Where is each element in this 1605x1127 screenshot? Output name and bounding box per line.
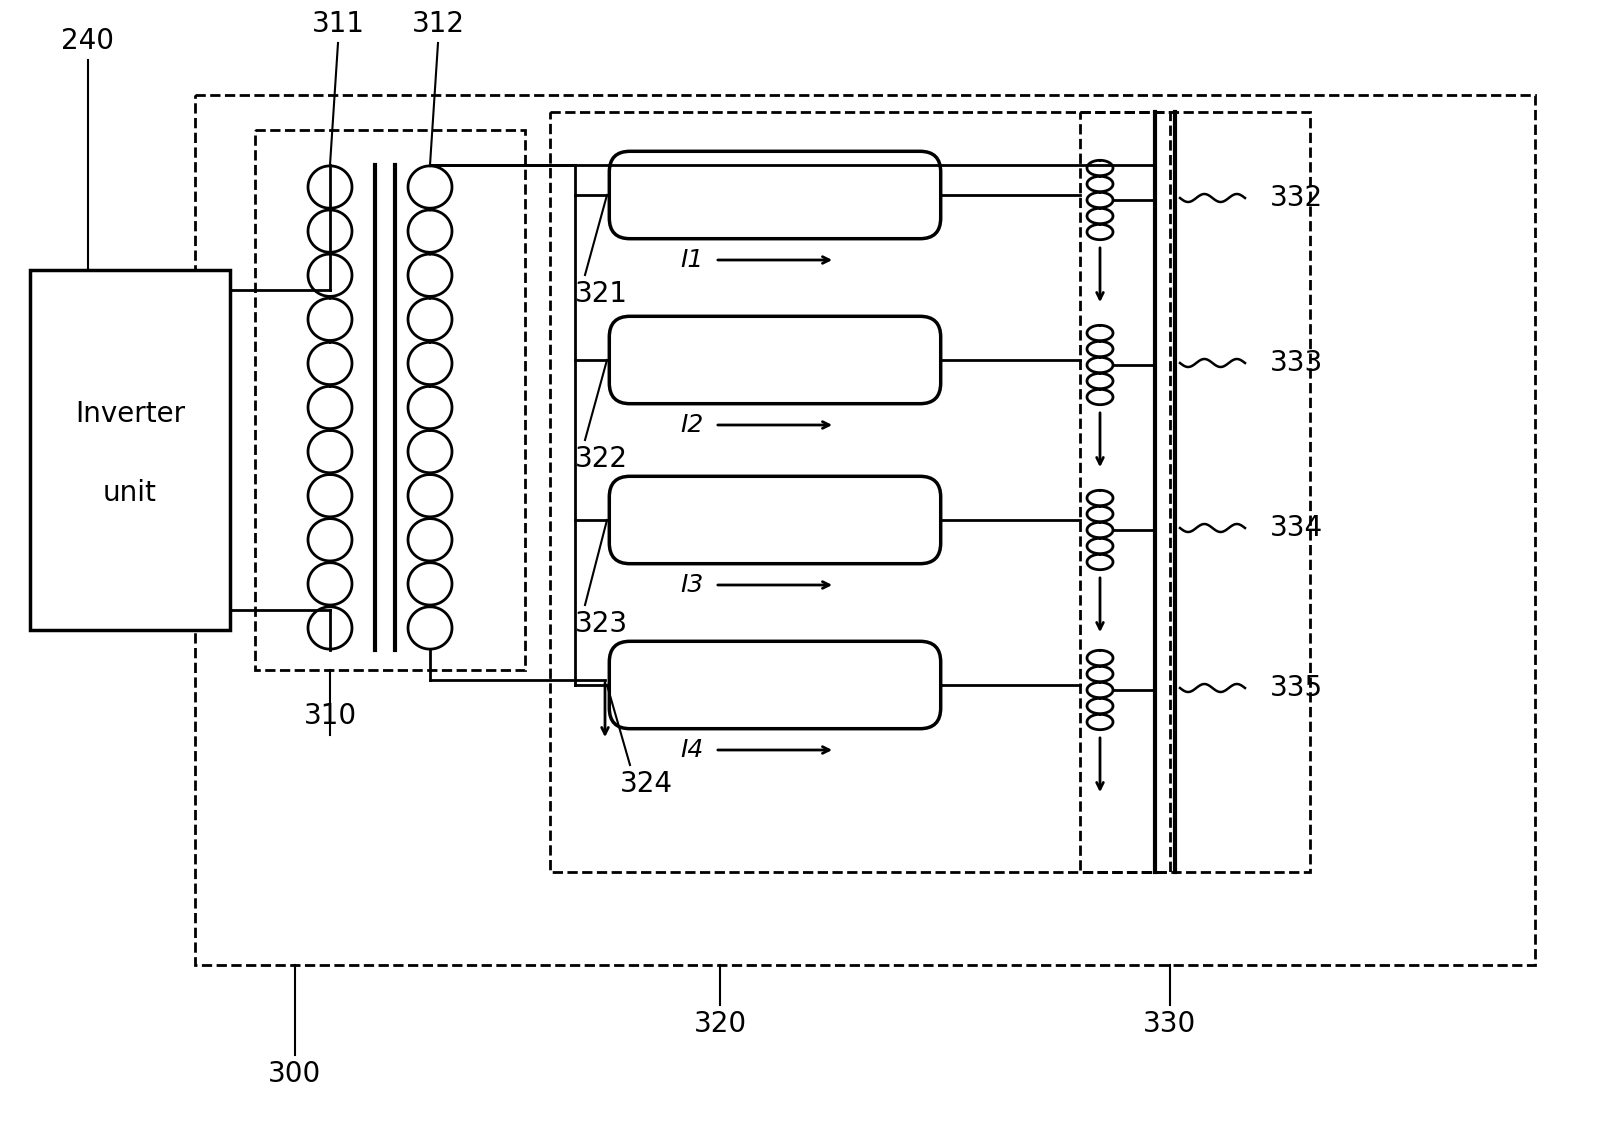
Text: I4: I4 [679,738,703,762]
Bar [255,130,525,669]
Text: Inverter: Inverter [75,400,185,428]
Text: unit: unit [103,479,157,507]
Text: I2: I2 [679,412,703,437]
Text: I1: I1 [679,248,703,272]
Text: 324: 324 [620,770,672,798]
Bar [1079,112,1310,872]
Text: 300: 300 [268,1061,321,1088]
FancyBboxPatch shape [608,477,941,564]
Text: 322: 322 [575,445,628,473]
Text: 334: 334 [1270,514,1323,542]
FancyBboxPatch shape [608,151,941,239]
Text: 330: 330 [1143,1010,1196,1038]
Text: 323: 323 [575,610,628,638]
Text: I3: I3 [679,573,703,597]
Bar [194,95,1534,965]
Text: 333: 333 [1270,349,1323,378]
FancyBboxPatch shape [608,317,941,403]
Text: 312: 312 [411,10,464,38]
Text: 321: 321 [575,279,628,308]
Text: 310: 310 [303,702,356,730]
Bar [30,270,230,630]
Text: 320: 320 [693,1010,746,1038]
Text: 332: 332 [1270,184,1323,212]
Text: 240: 240 [61,27,114,55]
Bar [549,112,1170,872]
FancyBboxPatch shape [608,641,941,729]
Text: 335: 335 [1270,674,1323,702]
Text: 311: 311 [311,10,364,38]
